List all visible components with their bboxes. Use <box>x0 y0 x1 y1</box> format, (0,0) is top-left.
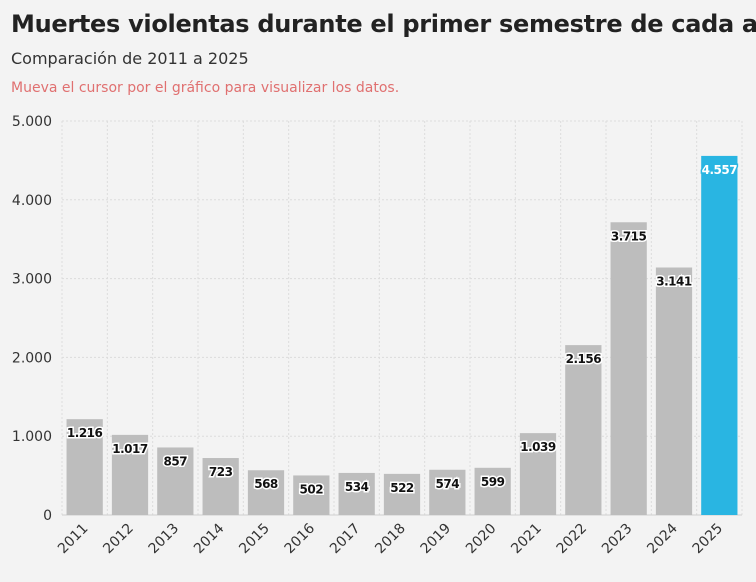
bar-2016 <box>293 475 330 515</box>
x-tick-label: 2012 <box>100 521 137 558</box>
x-tick-label: 2018 <box>372 521 409 558</box>
bar-2023 <box>610 222 647 515</box>
bar-2020 <box>474 467 511 515</box>
y-tick-label: 4.000 <box>12 193 52 209</box>
data-label-2015: 568 <box>254 477 278 491</box>
chart-subtitle: Comparación de 2011 a 2025 <box>11 49 249 68</box>
x-tick-label: 2014 <box>191 520 228 557</box>
data-label-2011: 1.216 <box>67 426 103 440</box>
bar-2012 <box>111 434 149 515</box>
bar-2014 <box>202 458 239 515</box>
hover-instruction: Mueva el cursor por el gráfico para visu… <box>11 80 400 96</box>
data-label-2016: 502 <box>300 482 324 496</box>
x-tick-label: 2021 <box>508 521 545 558</box>
x-tick-label: 2024 <box>644 520 681 557</box>
chart-title: Muertes violentas durante el primer seme… <box>11 10 756 38</box>
bar-2024 <box>655 267 693 515</box>
data-label-2020: 599 <box>481 475 505 489</box>
bar-2021 <box>519 433 557 515</box>
data-label-2019: 574 <box>436 477 460 491</box>
bar-2015 <box>247 470 285 515</box>
x-tick-label: 2011 <box>55 521 92 558</box>
data-label-2023: 3.715 <box>611 229 647 243</box>
bar-2013 <box>157 447 194 515</box>
x-tick-label: 2013 <box>146 521 183 558</box>
x-tick-label: 2023 <box>599 521 636 558</box>
data-label-2022: 2.156 <box>566 352 602 366</box>
data-label-2012: 1.017 <box>112 442 148 456</box>
y-tick-label: 5.000 <box>12 114 52 130</box>
x-tick-label: 2016 <box>282 520 319 557</box>
data-label-2014: 723 <box>209 465 233 479</box>
x-tick-label: 2020 <box>463 521 500 558</box>
y-tick-label: 0 <box>43 508 52 524</box>
bar-2019 <box>429 469 466 515</box>
x-tick-label: 2015 <box>236 521 273 558</box>
data-label-2025: 4.557 <box>702 163 738 177</box>
data-label-2021: 1.039 <box>520 440 556 454</box>
data-label-2018: 522 <box>390 481 414 495</box>
y-tick-label: 1.000 <box>12 429 52 445</box>
x-tick-label: 2019 <box>418 521 455 558</box>
bar-2025 <box>701 155 738 516</box>
x-tick-label: 2017 <box>327 521 364 558</box>
data-label-2024: 3.141 <box>656 274 692 288</box>
data-label-2013: 857 <box>164 454 188 468</box>
bar-2022 <box>565 345 602 515</box>
x-tick-label: 2025 <box>690 521 727 558</box>
bar-2011 <box>66 419 103 515</box>
y-tick-label: 3.000 <box>12 272 52 288</box>
x-tick-label: 2022 <box>554 521 591 558</box>
y-tick-label: 2.000 <box>12 350 52 366</box>
bar-2017 <box>338 472 375 515</box>
bar-2018 <box>383 473 421 515</box>
data-label-2017: 534 <box>345 480 369 494</box>
